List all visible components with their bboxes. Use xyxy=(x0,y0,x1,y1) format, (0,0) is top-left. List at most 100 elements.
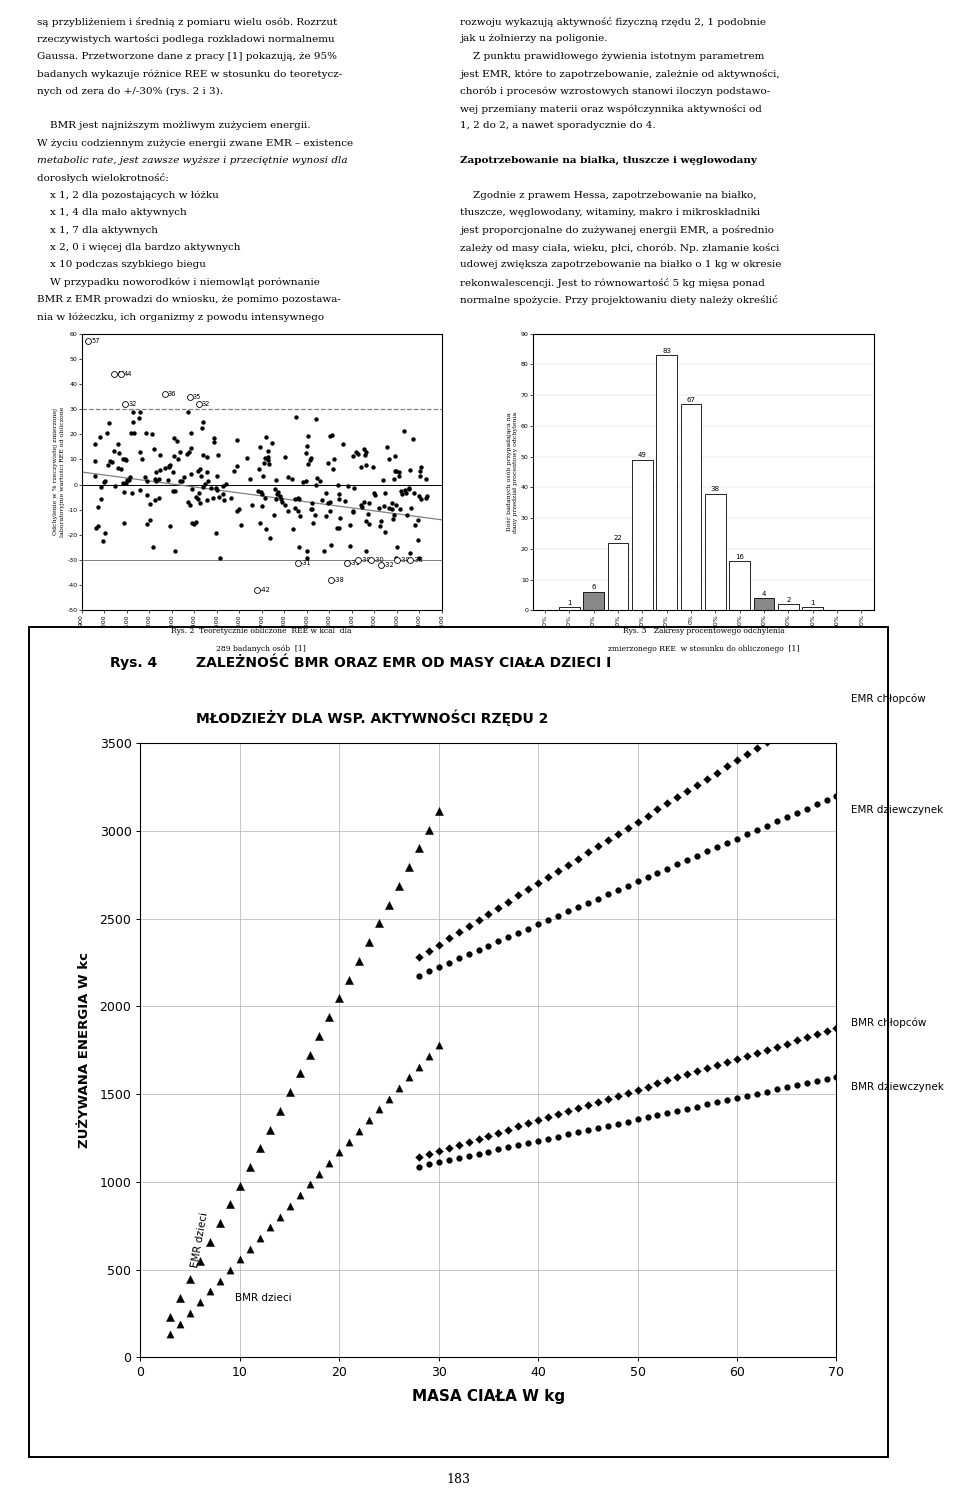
Point xyxy=(389,548,404,571)
Point xyxy=(769,809,784,833)
Point xyxy=(287,495,302,519)
Point xyxy=(331,986,347,1010)
Point xyxy=(630,809,645,833)
Point xyxy=(173,1312,188,1336)
Point xyxy=(127,422,142,446)
Point xyxy=(719,754,734,778)
Point xyxy=(212,1269,228,1293)
Point xyxy=(117,447,132,471)
Point xyxy=(540,1106,556,1129)
Text: -42: -42 xyxy=(260,588,271,594)
Point xyxy=(561,853,576,877)
Point xyxy=(610,821,625,845)
Point xyxy=(148,461,163,485)
Point xyxy=(260,440,276,464)
Text: nych od zera do +/-30% (rys. 2 i 3).: nych od zera do +/-30% (rys. 2 i 3). xyxy=(37,87,224,96)
Text: normalne spożycie. Przy projektowaniu diety należy określić: normalne spożycie. Przy projektowaniu di… xyxy=(460,295,778,305)
Point xyxy=(354,495,370,519)
Point xyxy=(405,426,420,450)
Text: Z punktu prawidłowego żywienia istotnym parametrem: Z punktu prawidłowego żywienia istotnym … xyxy=(460,52,764,61)
Point xyxy=(640,1074,656,1098)
Point xyxy=(134,447,150,471)
Y-axis label: Odchylenie w % rzeczywistej zmierzonej
laboratoryjnie wartości REE od obliczone: Odchylenie w % rzeczywistej zmierzonej l… xyxy=(54,407,64,537)
Point xyxy=(411,963,426,987)
Point xyxy=(206,425,222,449)
Text: OPIEKA PALIATYWNA NAD DZIEĆMI - TOM XV / 2007: OPIEKA PALIATYWNA NAD DZIEĆMI - TOM XV /… xyxy=(922,281,931,557)
Point xyxy=(719,830,734,854)
Point xyxy=(260,444,276,468)
Point xyxy=(407,513,422,537)
Text: Zgodnie z prawem Hessa, zapotrzebowanie na białko,: Zgodnie z prawem Hessa, zapotrzebowanie … xyxy=(460,191,756,200)
Point xyxy=(307,503,323,527)
Point xyxy=(212,1212,228,1236)
Point xyxy=(350,548,366,571)
Point xyxy=(739,1085,755,1109)
Point xyxy=(303,497,319,521)
Point xyxy=(660,1068,675,1092)
Point xyxy=(300,425,315,449)
Point xyxy=(561,1122,576,1146)
Text: -30: -30 xyxy=(373,557,384,562)
Point xyxy=(540,908,556,932)
Point xyxy=(388,494,403,518)
Point xyxy=(392,1076,407,1100)
Text: -30: -30 xyxy=(399,557,410,562)
Point xyxy=(719,1088,734,1112)
Point xyxy=(250,579,265,603)
Point xyxy=(809,793,825,817)
Point xyxy=(372,497,387,521)
Point xyxy=(550,1103,565,1126)
Point xyxy=(319,504,334,528)
Point xyxy=(312,1023,327,1047)
Point xyxy=(113,362,129,386)
Point xyxy=(205,486,221,510)
Point xyxy=(372,1098,387,1122)
Point xyxy=(233,513,249,537)
Point xyxy=(600,1115,615,1138)
Point xyxy=(97,468,112,492)
Point xyxy=(323,500,338,524)
Point xyxy=(441,1135,456,1159)
Point xyxy=(203,1279,218,1303)
Point xyxy=(224,486,239,510)
Point xyxy=(321,491,336,515)
Point xyxy=(431,1150,446,1174)
Point xyxy=(296,470,311,494)
Bar xyxy=(657,355,677,610)
Point xyxy=(157,381,173,405)
Point xyxy=(375,468,391,492)
Point xyxy=(190,488,205,512)
Point xyxy=(140,470,156,494)
Point xyxy=(470,938,486,962)
Point xyxy=(195,476,210,500)
Point xyxy=(181,440,197,464)
Text: badanych wykazuje różnice REE w stosunku do teoretycz-: badanych wykazuje różnice REE w stosunku… xyxy=(37,69,343,79)
Point xyxy=(257,446,273,470)
Point xyxy=(132,477,148,501)
Point xyxy=(381,1086,396,1110)
Point xyxy=(153,458,168,482)
Text: jak u żołnierzy na poligonie.: jak u żołnierzy na poligonie. xyxy=(460,34,608,43)
Point xyxy=(780,718,795,742)
Point xyxy=(351,1119,367,1143)
Point xyxy=(93,476,108,500)
Bar xyxy=(559,607,580,610)
Point xyxy=(580,841,595,865)
Point xyxy=(342,513,357,537)
Text: W przypadku noworodków i niemowląt porównanie: W przypadku noworodków i niemowląt porów… xyxy=(37,278,321,287)
Point xyxy=(223,1258,238,1282)
Point xyxy=(347,477,362,501)
Point xyxy=(650,1071,665,1095)
Text: 22: 22 xyxy=(613,536,622,542)
Point xyxy=(550,1125,565,1149)
Point xyxy=(144,422,159,446)
Point xyxy=(346,444,361,468)
Point xyxy=(232,1174,248,1198)
Point xyxy=(411,945,426,969)
Point xyxy=(288,405,303,429)
Point xyxy=(819,1067,834,1091)
Point xyxy=(252,435,268,459)
Point xyxy=(299,441,314,465)
Point xyxy=(293,504,308,528)
Point xyxy=(361,492,376,516)
